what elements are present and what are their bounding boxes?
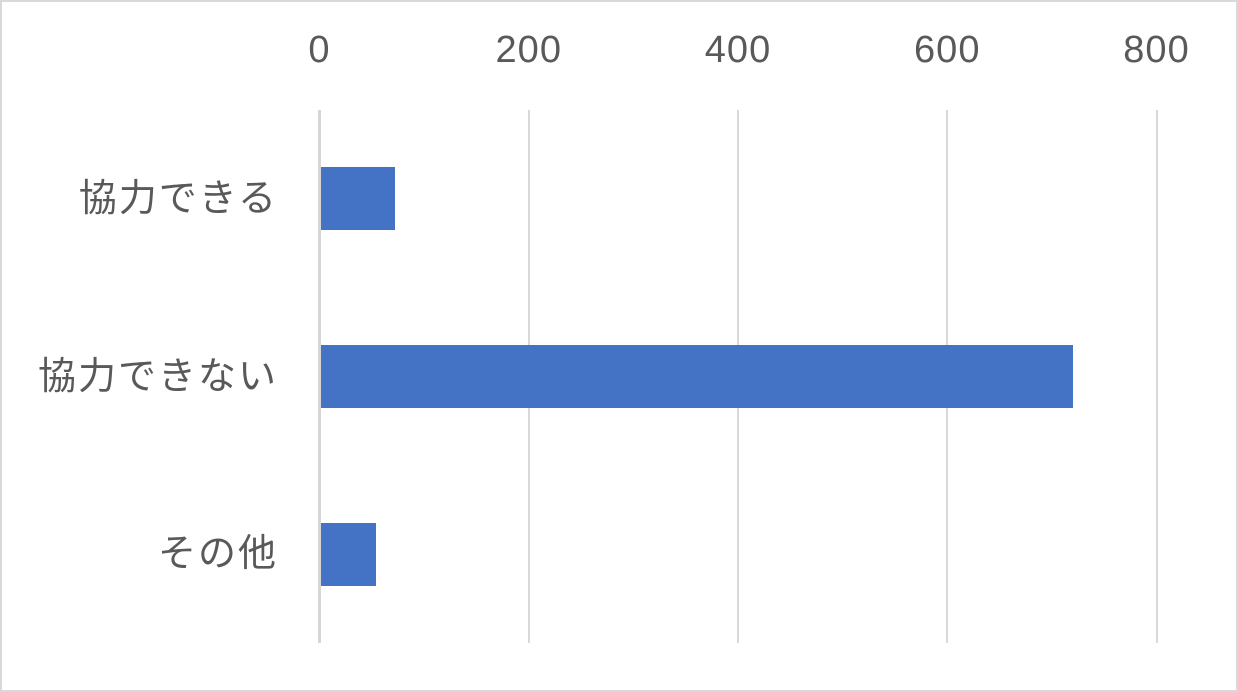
category-label: 協力できない: [37, 355, 278, 398]
value-axis-line: [318, 110, 321, 643]
x-tick-label: 800: [1123, 29, 1190, 71]
x-tick-label: 400: [704, 29, 772, 71]
bar-2: [320, 345, 1073, 408]
x-tick-label: 200: [495, 29, 562, 71]
bar-1: [320, 167, 395, 231]
gridline: [1155, 110, 1158, 643]
x-tick-label: 0: [308, 29, 331, 71]
x-tick-label: 600: [914, 29, 981, 71]
category-label: その他: [157, 533, 278, 576]
category-label: 協力できる: [78, 177, 278, 220]
bar-3: [320, 522, 376, 586]
